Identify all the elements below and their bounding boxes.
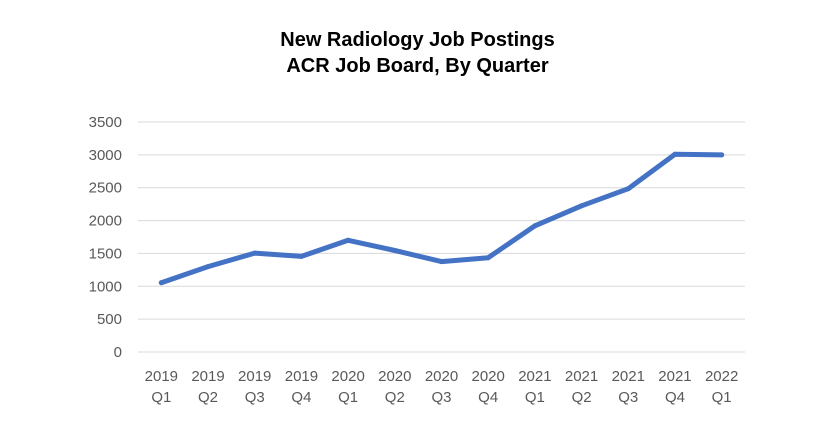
data-point xyxy=(672,151,678,157)
x-tick-label: 2020 Q4 xyxy=(472,368,505,406)
x-tick-label: 2020 Q1 xyxy=(331,368,364,406)
data-point xyxy=(205,264,211,270)
chart-subtitle: ACR Job Board, By Quarter xyxy=(286,55,549,77)
x-tick-label: 2019 Q2 xyxy=(191,368,224,406)
y-tick-label: 1000 xyxy=(89,278,122,295)
data-point xyxy=(625,186,631,192)
gridlines xyxy=(138,121,745,353)
data-point xyxy=(579,203,585,209)
data-point xyxy=(439,259,444,265)
data-point xyxy=(532,223,538,229)
x-tick-label: 2019 Q3 xyxy=(238,368,271,406)
y-tick-label: 3000 xyxy=(89,147,122,164)
data-point xyxy=(158,280,164,286)
x-tick-label: 2019 Q4 xyxy=(285,368,318,406)
x-tick-label: 2021 Q4 xyxy=(658,368,691,406)
y-tick-label: 500 xyxy=(97,311,122,328)
data-point xyxy=(345,237,351,243)
data-point xyxy=(485,255,491,261)
x-tick-label: 2021 Q2 xyxy=(565,368,598,406)
series-line-group xyxy=(158,151,725,286)
data-point xyxy=(298,253,304,259)
y-tick-label: 0 xyxy=(114,344,122,361)
data-point xyxy=(252,250,258,256)
y-tick-label: 3500 xyxy=(89,114,122,131)
y-tick-label: 1500 xyxy=(89,245,122,262)
x-tick-label: 2020 Q3 xyxy=(425,368,458,406)
data-point xyxy=(392,247,398,253)
x-tick-label: 2022 Q1 xyxy=(705,368,738,406)
x-tick-label: 2019 Q1 xyxy=(145,368,178,406)
y-tick-label: 2000 xyxy=(89,213,122,230)
x-tick-label: 2020 Q2 xyxy=(378,368,411,406)
chart-title: New Radiology Job Postings xyxy=(280,29,555,51)
y-axis-ticks: 0 500 1000 1500 2000 2500 3000 3500 xyxy=(89,114,122,361)
y-tick-label: 2500 xyxy=(89,180,122,197)
x-tick-label: 2021 Q3 xyxy=(612,368,645,406)
data-point xyxy=(719,152,725,158)
x-tick-label: 2021 Q1 xyxy=(518,368,551,406)
x-axis-ticks: 2019 Q1 2019 Q2 2019 Q3 2019 Q4 2020 Q1 2020 Q2 2020… xyxy=(145,368,739,406)
